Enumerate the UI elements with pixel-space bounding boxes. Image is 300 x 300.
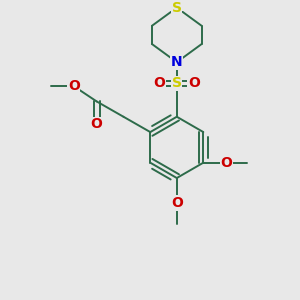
Text: S: S	[172, 1, 182, 15]
Text: O: O	[220, 156, 232, 170]
Text: O: O	[154, 76, 166, 90]
Text: O: O	[188, 76, 200, 90]
Text: O: O	[171, 196, 183, 210]
Text: S: S	[172, 76, 182, 90]
Text: O: O	[68, 79, 80, 93]
Text: N: N	[171, 55, 183, 69]
Text: O: O	[91, 117, 103, 131]
